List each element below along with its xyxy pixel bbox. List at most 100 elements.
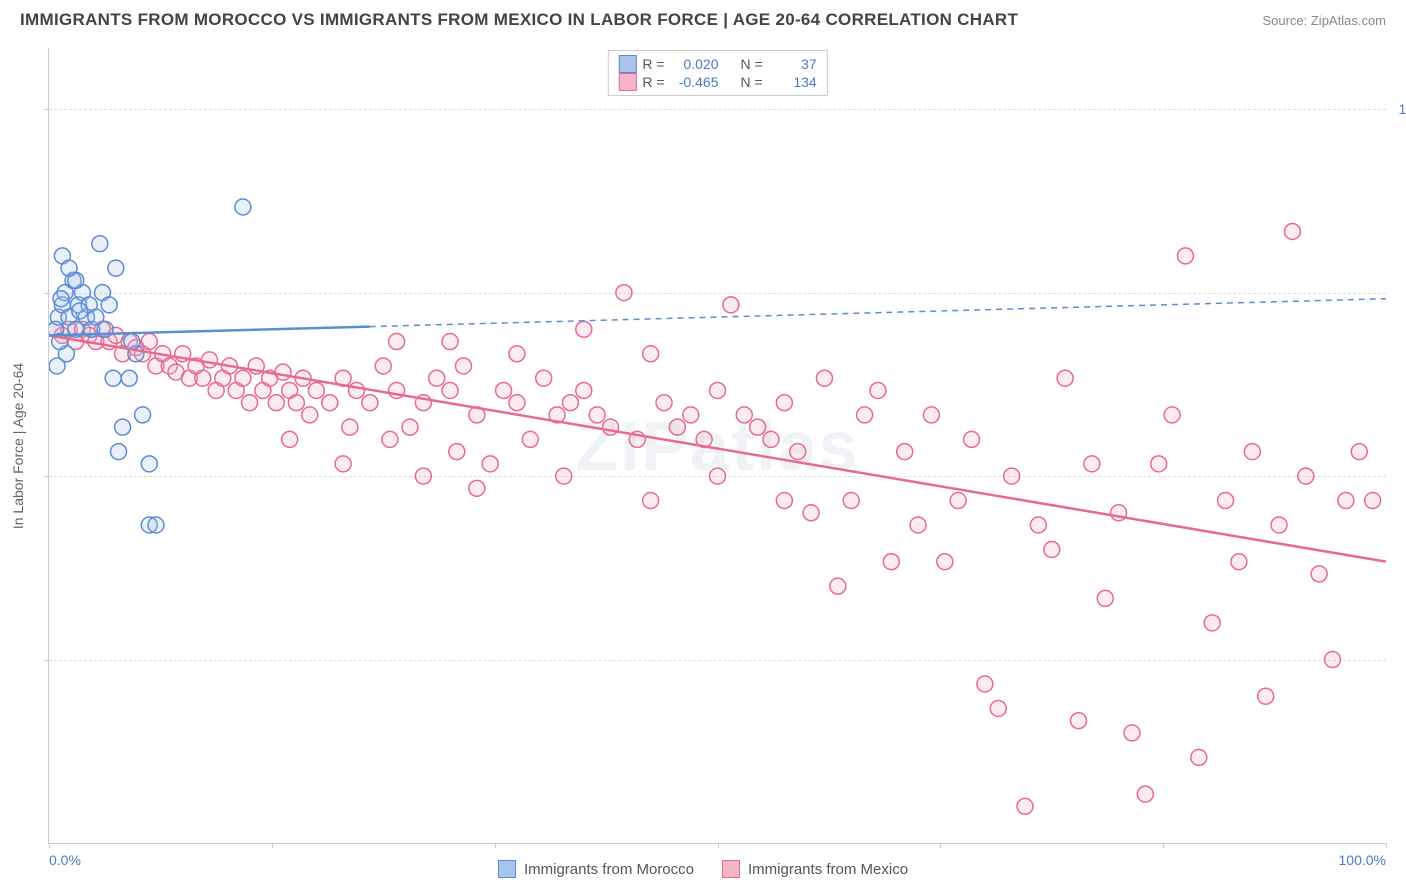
data-point xyxy=(803,505,819,521)
data-point xyxy=(1137,786,1153,802)
data-point xyxy=(776,395,792,411)
data-point xyxy=(656,395,672,411)
data-point xyxy=(268,395,284,411)
data-point xyxy=(135,407,151,423)
trend-line-dashed xyxy=(370,299,1386,327)
data-point xyxy=(49,358,65,374)
data-point xyxy=(242,395,258,411)
data-point xyxy=(509,395,525,411)
data-point xyxy=(124,334,140,350)
data-point xyxy=(522,431,538,447)
data-point xyxy=(141,456,157,472)
r-label: R = xyxy=(642,74,664,90)
data-point xyxy=(603,419,619,435)
data-point xyxy=(1351,444,1367,460)
data-point xyxy=(683,407,699,423)
data-point xyxy=(382,431,398,447)
swatch-morocco-icon xyxy=(498,860,516,878)
data-point xyxy=(482,456,498,472)
data-point xyxy=(1244,444,1260,460)
data-point xyxy=(1017,798,1033,814)
x-tick-label: 100.0% xyxy=(1339,852,1386,868)
data-point xyxy=(402,419,418,435)
data-point xyxy=(275,364,291,380)
data-point xyxy=(750,419,766,435)
data-point xyxy=(870,382,886,398)
data-point xyxy=(1325,652,1341,668)
data-point xyxy=(1204,615,1220,631)
data-point xyxy=(302,407,318,423)
data-point xyxy=(857,407,873,423)
data-point xyxy=(1084,456,1100,472)
mexico-series-label: Immigrants from Mexico xyxy=(748,861,908,878)
data-point xyxy=(375,358,391,374)
morocco-r-value: 0.020 xyxy=(671,56,719,72)
data-point xyxy=(1151,456,1167,472)
data-point xyxy=(910,517,926,533)
data-point xyxy=(776,493,792,509)
data-point xyxy=(141,334,157,350)
data-point xyxy=(72,303,88,319)
data-point xyxy=(1057,370,1073,386)
data-point xyxy=(643,346,659,362)
data-point xyxy=(1044,541,1060,557)
header-bar: IMMIGRANTS FROM MOROCCO VS IMMIGRANTS FR… xyxy=(0,0,1406,38)
data-point xyxy=(308,382,324,398)
data-point xyxy=(1284,223,1300,239)
data-point xyxy=(616,285,632,301)
data-point xyxy=(1164,407,1180,423)
data-point xyxy=(1030,517,1046,533)
morocco-n-value: 37 xyxy=(769,56,817,72)
data-point xyxy=(282,431,298,447)
data-point xyxy=(195,370,211,386)
data-point xyxy=(964,431,980,447)
data-point xyxy=(1124,725,1140,741)
data-point xyxy=(108,260,124,276)
data-point xyxy=(115,419,131,435)
y-tick-label: 100.0% xyxy=(1391,101,1406,117)
n-label: N = xyxy=(741,56,763,72)
data-point xyxy=(1258,688,1274,704)
data-point xyxy=(101,297,117,313)
data-point xyxy=(576,382,592,398)
data-point xyxy=(288,395,304,411)
y-tick-label: 55.0% xyxy=(1391,652,1406,668)
data-point xyxy=(1271,517,1287,533)
data-point xyxy=(710,468,726,484)
data-point xyxy=(1191,749,1207,765)
data-point xyxy=(389,334,405,350)
legend-row-mexico: R = -0.465 N = 134 xyxy=(618,73,816,91)
data-point xyxy=(148,517,164,533)
data-point xyxy=(509,346,525,362)
y-tick-label: 85.0% xyxy=(1391,285,1406,301)
swatch-morocco xyxy=(618,55,636,73)
data-point xyxy=(469,480,485,496)
data-point xyxy=(562,395,578,411)
scatter-svg xyxy=(49,48,1386,843)
data-point xyxy=(937,554,953,570)
data-point xyxy=(763,431,779,447)
data-point xyxy=(723,297,739,313)
data-point xyxy=(1097,590,1113,606)
swatch-mexico-icon xyxy=(722,860,740,878)
mexico-r-value: -0.465 xyxy=(671,74,719,90)
data-point xyxy=(897,444,913,460)
data-point xyxy=(816,370,832,386)
data-point xyxy=(1070,713,1086,729)
source-attribution: Source: ZipAtlas.com xyxy=(1262,13,1386,28)
correlation-legend: R = 0.020 N = 37 R = -0.465 N = 134 xyxy=(607,50,827,96)
r-label: R = xyxy=(642,56,664,72)
data-point xyxy=(61,260,77,276)
data-point xyxy=(736,407,752,423)
data-point xyxy=(442,382,458,398)
data-point xyxy=(1311,566,1327,582)
data-point xyxy=(669,419,685,435)
data-point xyxy=(415,468,431,484)
data-point xyxy=(342,419,358,435)
data-point xyxy=(977,676,993,692)
data-point xyxy=(442,334,458,350)
data-point xyxy=(455,358,471,374)
data-point xyxy=(1365,493,1381,509)
data-point xyxy=(589,407,605,423)
data-point xyxy=(883,554,899,570)
